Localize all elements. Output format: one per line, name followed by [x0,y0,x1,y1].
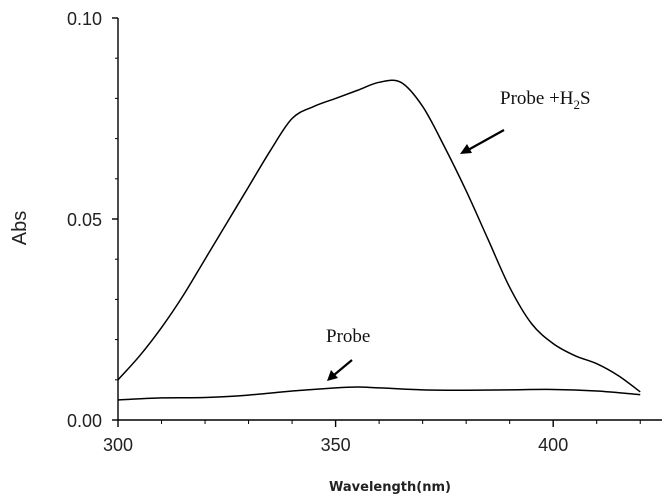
plot-frame [117,18,662,421]
annotation-probe-label: Probe [326,326,370,347]
annotation-probe-arrow [333,359,353,376]
x-axis-title: Wavelength(nm) [329,480,451,495]
x-tick-label: 300 [103,435,133,455]
x-ticks: 300 350 400 [103,420,641,455]
series-line-probe-h2s [117,79,641,393]
x-tick-label: 400 [538,435,568,455]
y-tick-label: 0.05 [67,210,102,230]
x-tick-label: 350 [321,435,351,455]
annotation-probe-h2s-arrowhead [460,144,472,154]
series-line-probe [117,386,641,401]
annotation-probe-h2s-arrow [467,129,505,151]
y-ticks: 0.00 0.05 0.10 [67,9,118,431]
y-tick-label: 0.10 [67,9,102,29]
annotation-probe-h2s: Probe +H2S [460,88,591,154]
series-layer [117,79,641,401]
annotation-probe-arrowhead [327,370,338,381]
annotation-probe-h2s-label: Probe +H2S [500,88,591,112]
y-axis-title: Abs [9,211,31,245]
y-tick-label: 0.00 [67,411,102,431]
annotation-probe: Probe [326,326,370,381]
